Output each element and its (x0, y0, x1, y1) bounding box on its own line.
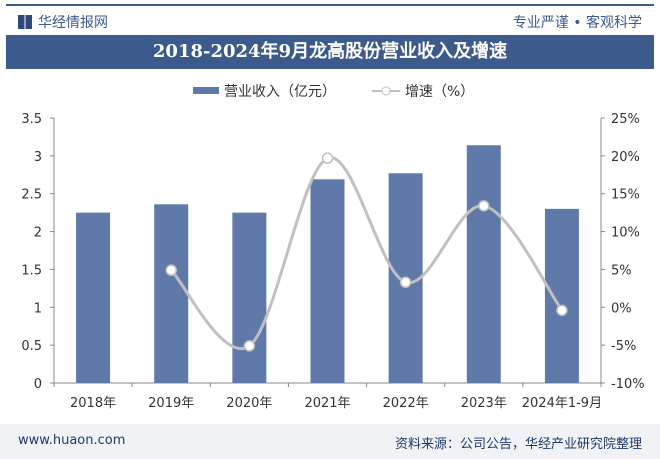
footer: www.huaon.com 资料来源：公司公告，华经产业研究院整理 (0, 424, 660, 459)
left-tick-label: 3.5 (21, 112, 42, 127)
right-tick-label: 25% (611, 112, 640, 127)
x-tick-label: 2020年 (226, 396, 272, 411)
right-tick-label: 5% (611, 263, 632, 278)
brand: 华经情报网 (18, 12, 108, 32)
slogan: 专业严谨 • 客观科学 (512, 15, 642, 31)
right-tick-label: -5% (611, 339, 636, 354)
growth-point (321, 152, 334, 164)
left-tick-label: 1 (34, 301, 42, 316)
revenue-bar (310, 179, 345, 383)
site-url: www.huaon.com (18, 433, 126, 448)
x-tick-label: 2024年1-9月 (522, 396, 602, 411)
growth-point (478, 200, 490, 212)
growth-line (170, 156, 564, 351)
legend-line-label: 增速（%） (405, 84, 474, 100)
x-tick-label: 2019年 (148, 396, 194, 411)
left-tick-label: 0 (34, 377, 42, 392)
source-note: 资料来源：公司公告，华经产业研究院整理 (394, 437, 642, 452)
left-tick-label: 2 (34, 226, 42, 241)
growth-point (399, 276, 412, 289)
revenue-bar (544, 208, 579, 383)
x-tick-label: 2018年 (70, 396, 116, 411)
right-tick-label: 0% (611, 301, 632, 316)
revenue-bar (154, 204, 189, 383)
legend-bar-label: 营业收入（亿元） (224, 84, 336, 100)
top-rule (6, 4, 654, 6)
x-tick-label: 2022年 (383, 396, 429, 411)
chart-title: 2018-2024年9月龙高股份营业收入及增速 (6, 35, 654, 69)
brand-name: 华经情报网 (38, 15, 108, 31)
x-tick-label: 2021年 (304, 396, 350, 411)
right-tick-label: 20% (611, 150, 640, 165)
x-tick-label: 2023年 (461, 396, 507, 411)
right-tick-label: -10% (611, 377, 645, 392)
legend-bar-swatch (193, 87, 219, 94)
growth-point (243, 340, 256, 352)
chart: 营业收入（亿元） 增速（%） 0 0.5 1 1.5 2 2.5 3 3.5 -10% -5% 0% 5%… (21, 84, 645, 411)
left-tick-label: 0.5 (21, 339, 42, 354)
logo-icon (18, 15, 32, 29)
left-tick-label: 2.5 (21, 188, 42, 203)
left-tick-label: 1.5 (21, 263, 42, 278)
legend-line-marker (381, 86, 391, 96)
growth-point (165, 264, 177, 276)
revenue-bar (232, 212, 267, 383)
revenue-bar (76, 212, 111, 383)
growth-point (556, 304, 568, 317)
left-tick-label: 3 (34, 150, 42, 165)
right-tick-label: 15% (611, 188, 640, 203)
revenue-bar (466, 145, 501, 383)
right-tick-label: 10% (611, 226, 640, 241)
